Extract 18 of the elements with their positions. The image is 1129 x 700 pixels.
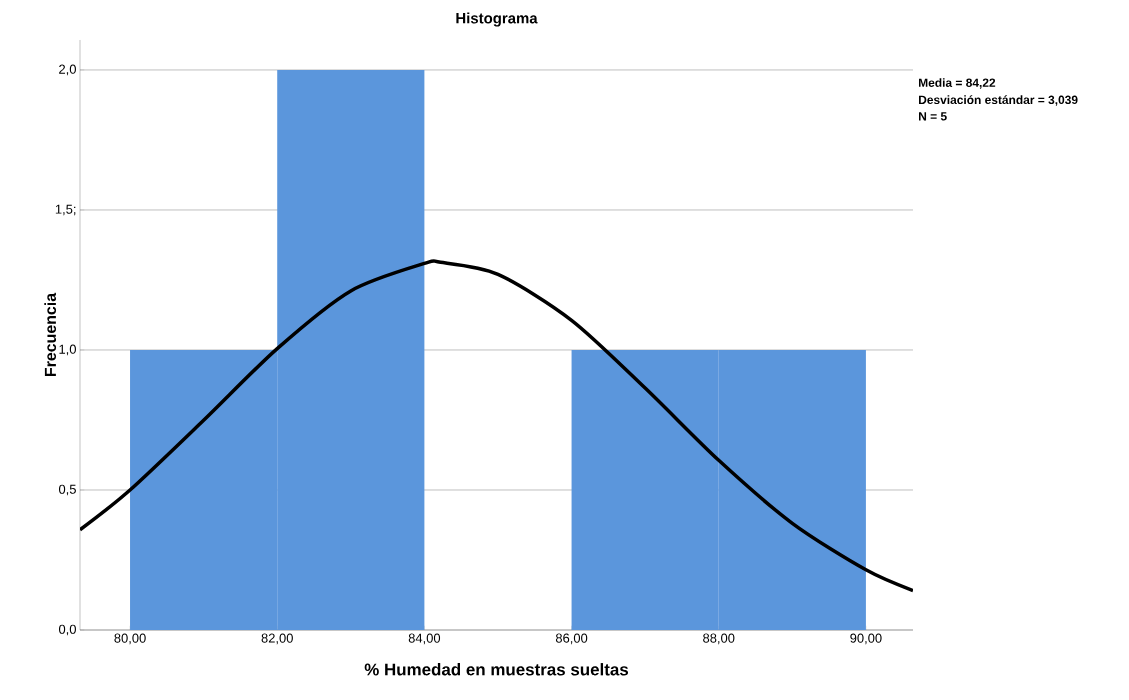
x-tick-label: 84,00: [408, 633, 441, 645]
y-tick-label: 0,0: [58, 624, 76, 636]
x-tick-label: 88,00: [703, 633, 735, 645]
y-tick-label: 2,0: [59, 64, 76, 76]
y-tick-label: 1,0: [59, 344, 76, 356]
y-tick-label: 0,5: [58, 484, 76, 496]
chart-title: Histograma: [456, 12, 538, 27]
x-tick-label: 82,00: [261, 633, 293, 645]
x-tick-label: 80,00: [114, 633, 146, 645]
line-series: [80, 259, 914, 593]
text: Desviación estándar = 3,039: [919, 95, 1078, 106]
x-axis-title: % Humedad en muestras sueltas: [364, 663, 629, 676]
text: Media = 84,22: [919, 78, 996, 89]
x-tick-label: 86,00: [555, 633, 588, 645]
text: N = 5: [919, 112, 947, 121]
y-tick-label: 1,5;: [55, 204, 76, 216]
x-tick-label: 90,00: [850, 633, 882, 645]
y-axis-title: Frecuencia: [44, 292, 57, 377]
